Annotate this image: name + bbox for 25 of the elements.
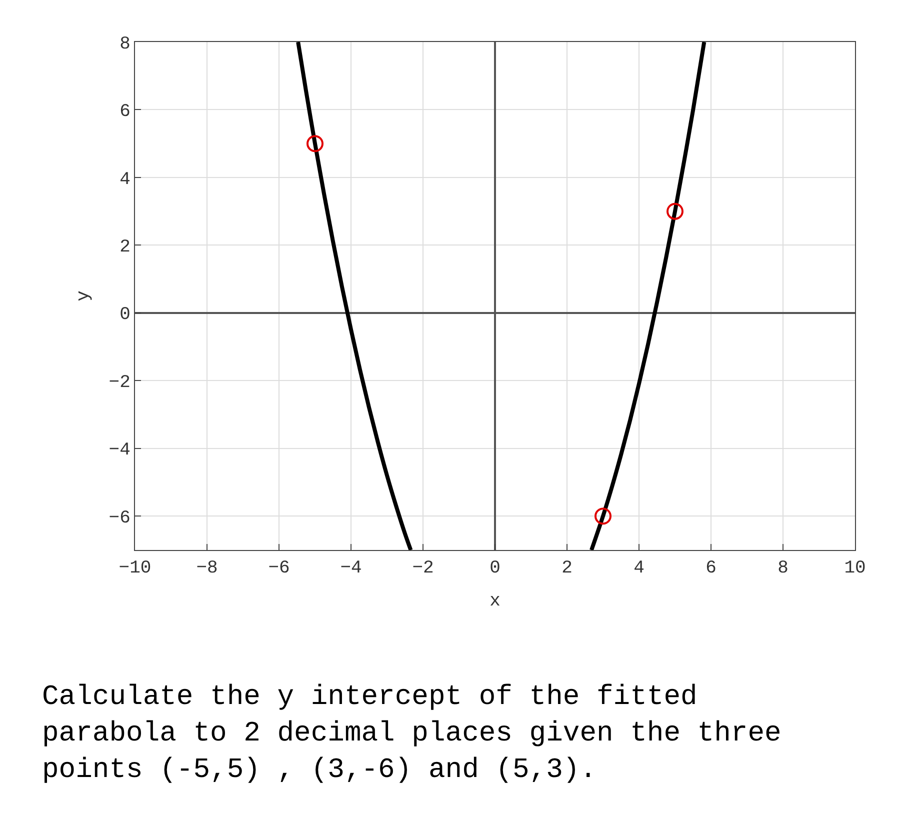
y-tick-label: 0 bbox=[120, 305, 130, 326]
y-tick-label: 8 bbox=[120, 34, 130, 54]
x-tick-label: 2 bbox=[562, 558, 572, 579]
y-tick-label: −4 bbox=[108, 440, 130, 461]
x-tick-label: 10 bbox=[844, 558, 866, 579]
y-tick-label: 6 bbox=[120, 102, 130, 122]
x-tick-label: −10 bbox=[118, 558, 152, 579]
text: Calculate the y intercept of the fitted parabola to 2 decimal places given the three points (-5,5) , (3,-6) and (5,3). bbox=[42, 682, 782, 786]
x-tick-label: −6 bbox=[268, 558, 290, 579]
y-tick-label: 2 bbox=[120, 238, 130, 258]
y-tick-label: −6 bbox=[108, 508, 130, 528]
y-axis-title: y bbox=[74, 290, 94, 302]
y-tick-label: 4 bbox=[120, 170, 130, 190]
x-tick-label: 0 bbox=[490, 558, 500, 579]
x-tick-label: 8 bbox=[778, 558, 788, 579]
x-tick-label: −4 bbox=[340, 558, 362, 579]
x-tick-label: 4 bbox=[634, 558, 644, 579]
x-axis-title: x bbox=[490, 592, 500, 612]
point bbox=[306, 135, 324, 152]
point bbox=[594, 508, 612, 525]
y-tick-label: −2 bbox=[108, 372, 130, 393]
x-tick-label: −8 bbox=[196, 558, 218, 579]
x-tick-label: 6 bbox=[706, 558, 716, 579]
point bbox=[666, 202, 684, 220]
x-tick-label: −2 bbox=[412, 558, 434, 579]
